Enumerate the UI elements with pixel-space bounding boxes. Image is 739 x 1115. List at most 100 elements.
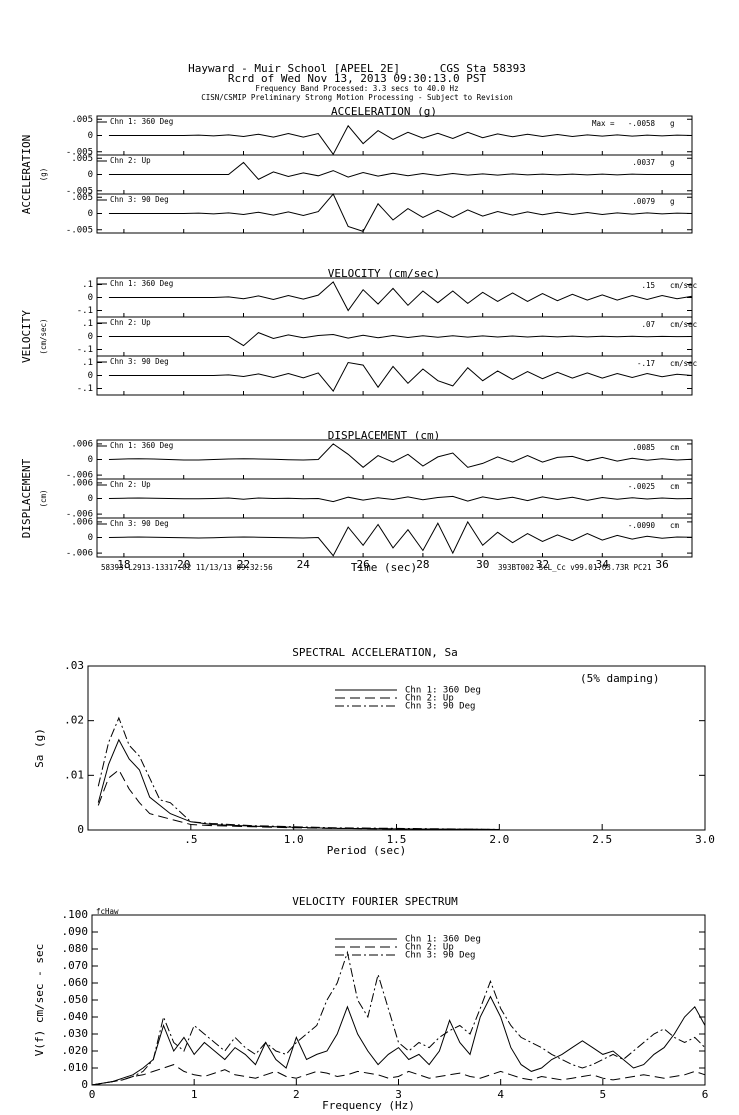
channel-name: Chn 2: Up xyxy=(110,318,151,327)
y-tick-label: .1 xyxy=(82,358,93,368)
peak-value: .15 xyxy=(641,281,655,290)
annotation: (5% damping) xyxy=(580,672,659,685)
x-tick-label: .5 xyxy=(184,833,197,846)
legend-label: Chn 3: 90 Deg xyxy=(405,951,475,961)
series-line xyxy=(91,1064,706,1086)
y-tick-label: .006 xyxy=(71,439,93,449)
trace xyxy=(108,281,693,312)
y-tick-label: .020 xyxy=(62,1044,89,1057)
y-tick-label: 0 xyxy=(81,1078,88,1091)
y-tick-label: -.006 xyxy=(66,471,93,481)
record-time: Rcrd of Wed Nov 13, 2013 09:30:13.0 PST xyxy=(228,72,487,85)
y-tick-label: .006 xyxy=(71,478,93,488)
y-tick-label: .03 xyxy=(64,659,84,672)
y-tick-label: .1 xyxy=(82,280,93,290)
x-tick-label: 1 xyxy=(191,1088,198,1101)
x-tick-label: 32 xyxy=(536,558,549,571)
legend-label: Chn 2: Up xyxy=(405,694,454,704)
peak-value: .0037 xyxy=(632,158,655,167)
y-tick-label: 0 xyxy=(88,131,93,141)
y-tick-label: .005 xyxy=(71,193,93,203)
y-tick-label: 0 xyxy=(77,823,84,836)
series-line xyxy=(91,950,706,1086)
x-tick-label: 26 xyxy=(356,558,369,571)
y-tick-label: .070 xyxy=(62,959,89,972)
chart-title: VELOCITY FOURIER SPECTRUM xyxy=(292,895,458,908)
channel-name: Chn 2: Up xyxy=(110,156,151,165)
trace xyxy=(108,193,693,232)
series-line xyxy=(97,716,500,830)
x-tick-label: 2 xyxy=(293,1088,300,1101)
trace xyxy=(108,443,693,468)
side-label: VELOCITY xyxy=(20,310,33,363)
peak-unit: g xyxy=(670,119,675,128)
peak-unit: cm xyxy=(670,443,680,452)
plot-frame xyxy=(87,665,706,831)
side-label: ACCELERATION xyxy=(20,135,33,214)
legend-label: Chn 2: Up xyxy=(405,943,454,953)
channel-name: Chn 2: Up xyxy=(110,480,151,489)
y-tick-label: .050 xyxy=(62,993,89,1006)
x-tick-label: 20 xyxy=(177,558,190,571)
series-line xyxy=(97,769,500,830)
y-tick-label: 0 xyxy=(88,332,93,342)
panel-title: ACCELERATION (g) xyxy=(331,105,437,118)
peak-value: -.17 xyxy=(637,359,655,368)
x-tick-label: 5 xyxy=(600,1088,607,1101)
x-tick-label: 1.5 xyxy=(387,833,407,846)
chart-title: SPECTRAL ACCELERATION, Sa xyxy=(292,646,458,659)
channel-name: Chn 1: 360 Deg xyxy=(110,279,173,288)
channel-name: Chn 3: 90 Deg xyxy=(110,195,169,204)
legend-label: Chn 3: 90 Deg xyxy=(405,702,475,712)
channel-frame xyxy=(96,439,693,480)
side-unit: (cm) xyxy=(39,489,48,507)
y-tick-label: 0 xyxy=(88,494,93,504)
peak-unit: cm xyxy=(670,521,680,530)
y-tick-label: .006 xyxy=(71,517,93,527)
processing-note: CISN/CSMIP Preliminary Strong Motion Pro… xyxy=(201,93,513,102)
frequency-band: Frequency Band Processed: 3.3 secs to 40… xyxy=(255,84,458,93)
peak-value: .07 xyxy=(641,320,655,329)
x-tick-label: 24 xyxy=(297,558,311,571)
y-tick-label: 0 xyxy=(88,455,93,465)
x-axis-label: Frequency (Hz) xyxy=(322,1099,415,1112)
y-tick-label: .100 xyxy=(62,908,89,921)
x-tick-label: 2.0 xyxy=(489,833,509,846)
peak-value: .0079 xyxy=(632,197,655,206)
y-tick-label: -.005 xyxy=(66,225,93,235)
peak-unit: g xyxy=(670,158,675,167)
y-tick-label: -.005 xyxy=(66,186,93,196)
side-unit: (cm/sec) xyxy=(39,318,48,354)
y-axis-label: V(f) cm/sec - sec xyxy=(33,944,46,1057)
y-tick-label: .005 xyxy=(71,115,93,125)
y-tick-label: .080 xyxy=(62,942,89,955)
y-tick-label: -.006 xyxy=(66,549,93,559)
panel-title: VELOCITY (cm/sec) xyxy=(328,267,441,280)
channel-name: Chn 1: 360 Deg xyxy=(110,117,173,126)
trace xyxy=(108,124,693,156)
y-tick-label: 0 xyxy=(88,293,93,303)
x-tick-label: 6 xyxy=(702,1088,709,1101)
channel-name: Chn 1: 360 Deg xyxy=(110,441,173,450)
x-tick-label: 30 xyxy=(476,558,489,571)
legend-label: Chn 1: 360 Deg xyxy=(405,935,481,945)
peak-unit: cm xyxy=(670,482,680,491)
peak-value: -.0025 xyxy=(628,482,655,491)
corner-label: fcHaw xyxy=(96,907,119,916)
footer-left: 58393-L2913-13317.02 11/13/13 09:32:56 xyxy=(101,563,273,572)
y-tick-label: .02 xyxy=(64,714,84,727)
x-tick-label: 34 xyxy=(596,558,610,571)
x-axis-label: Period (sec) xyxy=(327,844,406,857)
x-tick-label: 3.0 xyxy=(695,833,715,846)
y-tick-label: .040 xyxy=(62,1010,89,1023)
y-tick-label: -.1 xyxy=(77,306,93,316)
y-tick-label: 0 xyxy=(88,170,93,180)
x-tick-label: 1.0 xyxy=(284,833,304,846)
x-tick-label: 4 xyxy=(497,1088,504,1101)
x-tick-label: 2.5 xyxy=(592,833,612,846)
side-label: DISPLACEMENT xyxy=(20,458,33,538)
y-tick-label: -.1 xyxy=(77,345,93,355)
channel-name: Chn 3: 90 Deg xyxy=(110,357,169,366)
y-tick-label: -.005 xyxy=(66,147,93,157)
